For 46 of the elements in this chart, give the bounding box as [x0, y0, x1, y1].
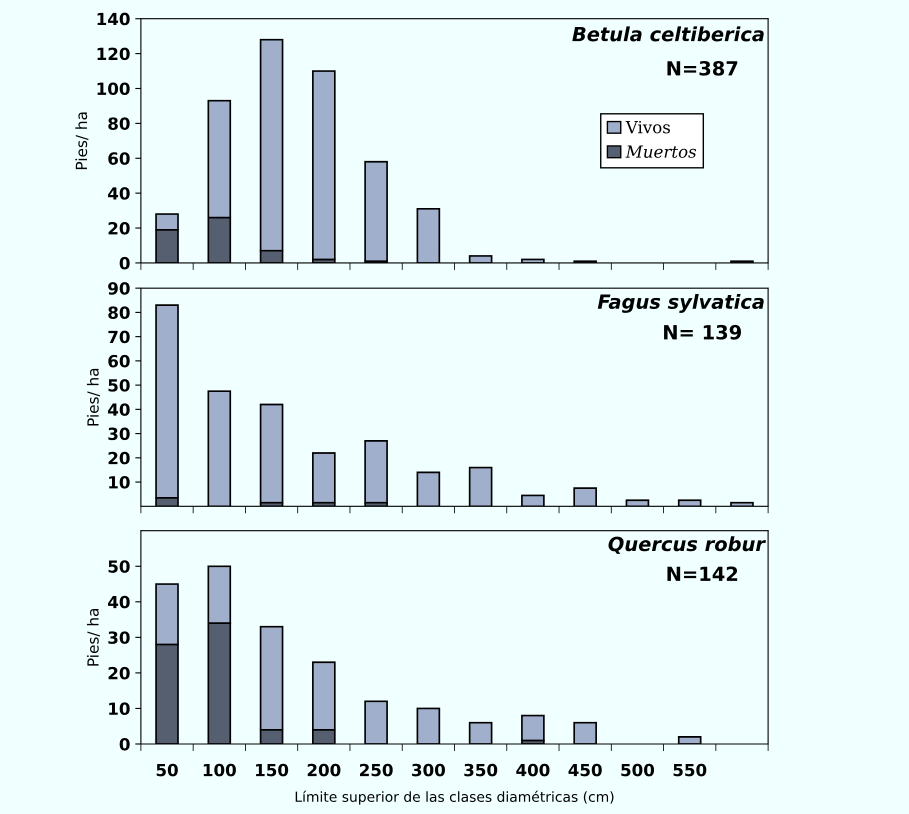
x-tick-label: 250 [360, 764, 393, 776]
y-tick-label: 20 [108, 666, 130, 680]
y-tick-label: 60 [108, 152, 130, 165]
y-tick-label: 10 [109, 702, 130, 716]
x-tick-label: 550 [674, 764, 706, 776]
y-tick-label: 30 [108, 631, 130, 644]
y-tick-label: 40 [108, 596, 130, 608]
chart-title: Fagus sylvatica [598, 294, 764, 313]
x-tick-label: 300 [412, 764, 445, 776]
y-tick-label: 80 [108, 306, 130, 319]
legend-label: Vivos [626, 120, 670, 134]
y-tick-label: 120 [98, 48, 130, 60]
chart-title: Quercus robur [608, 536, 766, 554]
y-tick-label: 40 [108, 187, 130, 200]
y-tick-label: 100 [98, 82, 130, 96]
y-tick-label: 50 [108, 560, 130, 573]
chart-title: Betula celtiberica [572, 26, 764, 42]
x-tick-label: 150 [256, 764, 288, 776]
text: N=142 [667, 566, 738, 581]
y-tick-label: 70 [108, 330, 130, 344]
y-tick-label: 40 [108, 403, 130, 416]
y-tick-label: 140 [98, 12, 130, 26]
legend-label: Muertos [625, 146, 696, 158]
x-tick-label: 50 [156, 764, 178, 776]
y-axis-title: Pies/ ha [75, 112, 88, 170]
y-tick-label: 30 [108, 428, 130, 440]
y-tick-label: 80 [108, 117, 130, 130]
x-tick-label: 500 [621, 764, 654, 776]
x-tick-label: 350 [464, 764, 498, 776]
y-tick-label: 90 [108, 282, 130, 295]
y-tick-label: 60 [108, 354, 130, 368]
x-tick-label: 450 [568, 764, 602, 776]
y-tick-label: 20 [108, 452, 130, 464]
y-tick-label: 0 [120, 738, 130, 751]
y-tick-label: 50 [108, 379, 130, 392]
y-tick-label: 20 [108, 222, 130, 235]
x-tick-label: 100 [204, 764, 236, 776]
x-tick-label: 200 [308, 764, 340, 776]
y-tick-label: 0 [120, 256, 130, 270]
x-tick-label: 400 [516, 764, 550, 776]
x-axis-title: Límite superior de las clases diamétricas (cm) [296, 790, 614, 805]
text: N=387 [667, 60, 738, 76]
y-axis-title: Pies/ ha [86, 608, 100, 666]
y-axis-title: Pies/ ha [86, 368, 100, 426]
text: N= 139 [664, 324, 741, 340]
y-tick-label: 10 [109, 476, 130, 489]
